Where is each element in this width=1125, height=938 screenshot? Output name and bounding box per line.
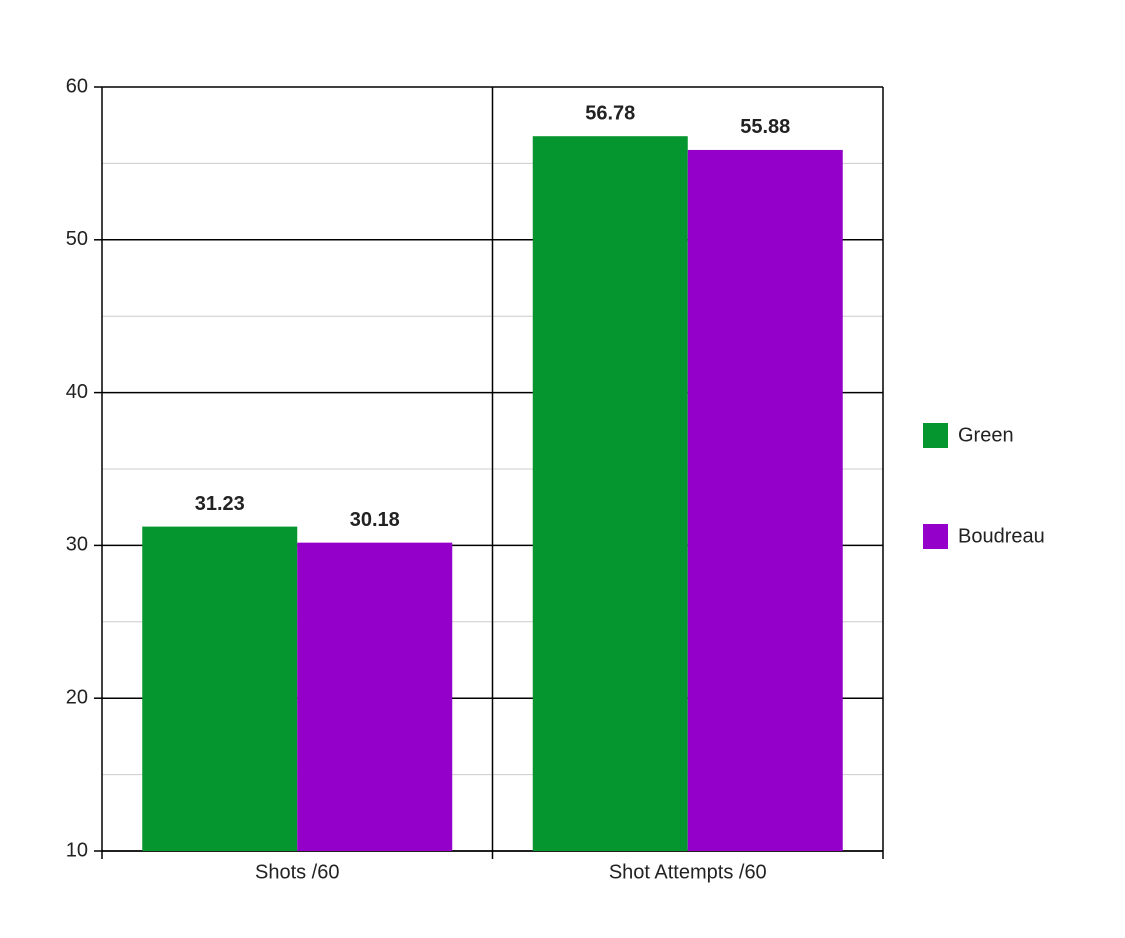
legend-label: Green <box>958 424 1014 446</box>
bar <box>532 136 688 851</box>
legend-swatch <box>923 524 948 549</box>
y-tick-label: 60 <box>66 75 88 97</box>
value-label: 30.18 <box>350 509 400 531</box>
bar <box>687 149 843 851</box>
y-tick-label: 10 <box>66 839 88 861</box>
value-label: 55.88 <box>740 116 790 138</box>
y-tick-label: 20 <box>66 686 88 708</box>
y-tick-label: 50 <box>66 228 88 250</box>
bar <box>297 542 453 851</box>
value-label: 31.23 <box>195 493 245 515</box>
y-tick-label: 40 <box>66 381 88 403</box>
x-tick-label: Shots /60 <box>255 861 340 883</box>
legend-label: Boudreau <box>958 525 1045 547</box>
legend-swatch <box>923 423 948 448</box>
x-tick-label: Shot Attempts /60 <box>609 861 767 883</box>
value-label: 56.78 <box>585 102 635 124</box>
bar <box>142 526 298 851</box>
y-tick-label: 30 <box>66 534 88 556</box>
